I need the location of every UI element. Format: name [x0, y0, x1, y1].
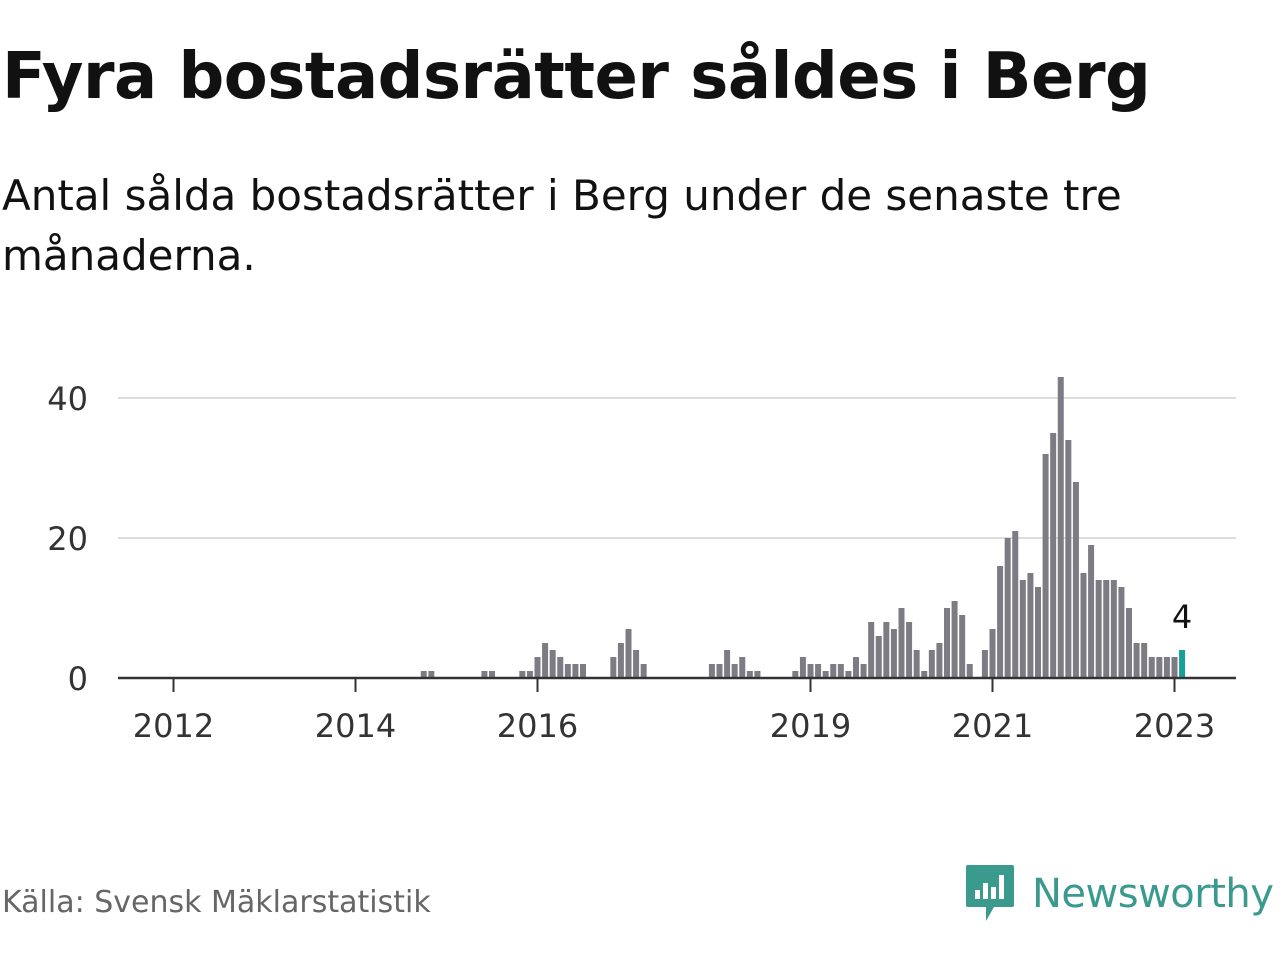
bar	[906, 622, 913, 678]
bar	[792, 671, 799, 678]
bar	[853, 657, 859, 678]
bar	[489, 671, 495, 678]
bar	[564, 664, 571, 678]
bar	[1004, 538, 1011, 678]
bar	[944, 608, 950, 678]
bar	[739, 657, 746, 678]
bar	[633, 650, 640, 678]
bar	[1095, 580, 1102, 678]
bar	[640, 664, 647, 678]
bar	[936, 643, 943, 678]
bar	[845, 671, 852, 678]
bar	[534, 657, 541, 678]
bar	[580, 664, 586, 678]
bar	[1042, 454, 1049, 678]
bar	[1126, 608, 1132, 678]
bar	[1057, 377, 1064, 678]
bar	[799, 657, 806, 678]
bar	[1019, 580, 1026, 678]
bar	[746, 671, 753, 678]
x-tick-label: 2016	[497, 707, 578, 745]
bar	[420, 671, 427, 678]
bar	[837, 664, 844, 678]
bar	[1012, 531, 1019, 678]
bar	[754, 671, 761, 678]
y-axis-labels: 0 20 40	[47, 380, 88, 698]
bar	[542, 643, 549, 678]
bar	[1027, 573, 1034, 678]
bar	[981, 650, 988, 678]
bar	[890, 629, 897, 678]
x-tick-label: 2023	[1134, 707, 1215, 745]
bar	[1148, 657, 1155, 678]
bar	[1103, 580, 1110, 678]
y-tick-label: 40	[47, 380, 88, 418]
y-tick-label: 0	[68, 660, 88, 698]
bar	[1141, 643, 1148, 678]
bar	[997, 566, 1004, 678]
bar	[724, 650, 731, 678]
bar	[1072, 482, 1079, 678]
bar	[822, 671, 829, 678]
x-tick-label: 2021	[952, 707, 1033, 745]
bar	[1110, 580, 1117, 678]
x-axis: 2012 2014 2016 2019 2021 2023	[118, 676, 1236, 745]
highlight-value-label: 4	[1172, 598, 1192, 636]
bar	[1156, 657, 1163, 678]
brand-logo[interactable]: Newsworthy	[964, 862, 1274, 926]
bar	[807, 664, 814, 678]
bar	[1133, 643, 1140, 678]
bar	[731, 664, 738, 678]
annotations: 4	[1172, 598, 1192, 636]
bar	[625, 629, 632, 678]
chart-subtitle: Antal sålda bostadsrätter i Berg under d…	[2, 171, 1122, 280]
bar	[959, 615, 966, 678]
bar	[519, 671, 526, 678]
bar	[898, 608, 905, 678]
bar	[716, 664, 723, 678]
bar	[966, 664, 973, 678]
x-tick-label: 2014	[315, 707, 396, 745]
bar	[617, 643, 624, 678]
source-note: Källa: Svensk Mäklarstatistik	[2, 885, 431, 920]
bar	[989, 629, 996, 678]
bar	[1065, 440, 1072, 678]
bar-chart: 0 20 40 2012 2014 2016 2019 2021 2023 4	[47, 377, 1236, 745]
bar	[557, 657, 564, 678]
bar	[1118, 587, 1125, 678]
bar	[928, 650, 935, 678]
bars	[420, 377, 1186, 678]
bar	[1088, 545, 1095, 678]
bar	[1171, 657, 1178, 678]
bar	[1035, 587, 1041, 678]
bar	[1080, 573, 1087, 678]
bar	[868, 622, 875, 678]
bar-chart-speech-bubble-icon	[966, 865, 1014, 921]
bar	[875, 636, 882, 678]
chart-title: Fyra bostadsrätter såldes i Berg	[2, 40, 1151, 114]
bar	[913, 650, 920, 678]
bar	[708, 664, 715, 678]
bar	[921, 671, 928, 678]
bar	[815, 664, 822, 678]
bar	[830, 664, 837, 678]
bar	[610, 657, 617, 678]
bar	[572, 664, 579, 678]
bar	[951, 601, 958, 678]
bar	[860, 664, 867, 678]
bar	[549, 650, 556, 678]
bar	[1163, 657, 1170, 678]
bar	[1050, 433, 1057, 678]
x-tick-label: 2012	[133, 707, 214, 745]
x-tick-label: 2019	[770, 707, 851, 745]
bar	[428, 671, 435, 678]
bar-highlight	[1179, 650, 1186, 678]
bar	[481, 671, 488, 678]
brand-name: Newsworthy	[1032, 871, 1274, 917]
y-tick-label: 20	[47, 520, 88, 558]
gridlines	[118, 397, 1236, 539]
bar	[526, 671, 533, 678]
bar	[883, 622, 890, 678]
